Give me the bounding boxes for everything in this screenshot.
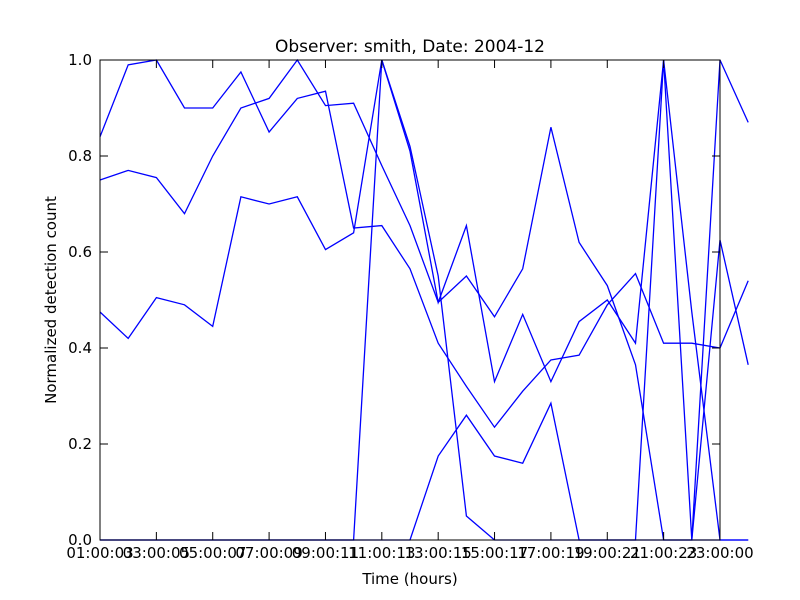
tick-layer: 0.0 0.2 0.4 0.6 0.8 1.0 01:00:0303:00:0505:00:… — [66, 51, 753, 562]
y-tick-label: 1.0 — [68, 51, 92, 69]
x-tick-label: 09:00:11 — [292, 544, 359, 562]
y-tick-label: 0.6 — [68, 243, 92, 261]
x-tick-label: 03:00:05 — [123, 544, 190, 562]
series-line-5 — [100, 59, 749, 541]
x-tick-label: 19:00:21 — [574, 544, 641, 562]
x-tick-label: 23:00:00 — [686, 544, 753, 562]
plot-frame — [99, 59, 721, 541]
y-tick-label: 0.4 — [68, 339, 92, 357]
y-tick-label: 0.2 — [68, 435, 92, 453]
chart-title: Observer: smith, Date: 2004-12 — [275, 37, 545, 57]
x-tick-label: 11:00:13 — [348, 544, 415, 562]
series-line-2 — [99, 58, 749, 541]
x-tick-label: 01:00:03 — [66, 544, 133, 562]
y-tick-label: 0.8 — [68, 147, 92, 165]
series-layer — [99, 58, 749, 541]
x-tick-label: 13:00:15 — [404, 544, 471, 562]
x-axis-label: Time (hours) — [361, 570, 457, 588]
x-tick-label: 17:00:19 — [517, 544, 584, 562]
y-tick-label: 0.0 — [68, 531, 92, 549]
x-tick-label: 21:00:23 — [630, 544, 697, 562]
series-line-4 — [100, 59, 749, 541]
series-line-3 — [99, 59, 749, 541]
y-axis-label: Normalized detection count — [42, 196, 60, 404]
x-tick-label: 07:00:09 — [235, 544, 302, 562]
x-tick-label: 05:00:07 — [179, 544, 246, 562]
x-tick-label: 15:00:17 — [461, 544, 528, 562]
series-line-1 — [99, 59, 749, 429]
